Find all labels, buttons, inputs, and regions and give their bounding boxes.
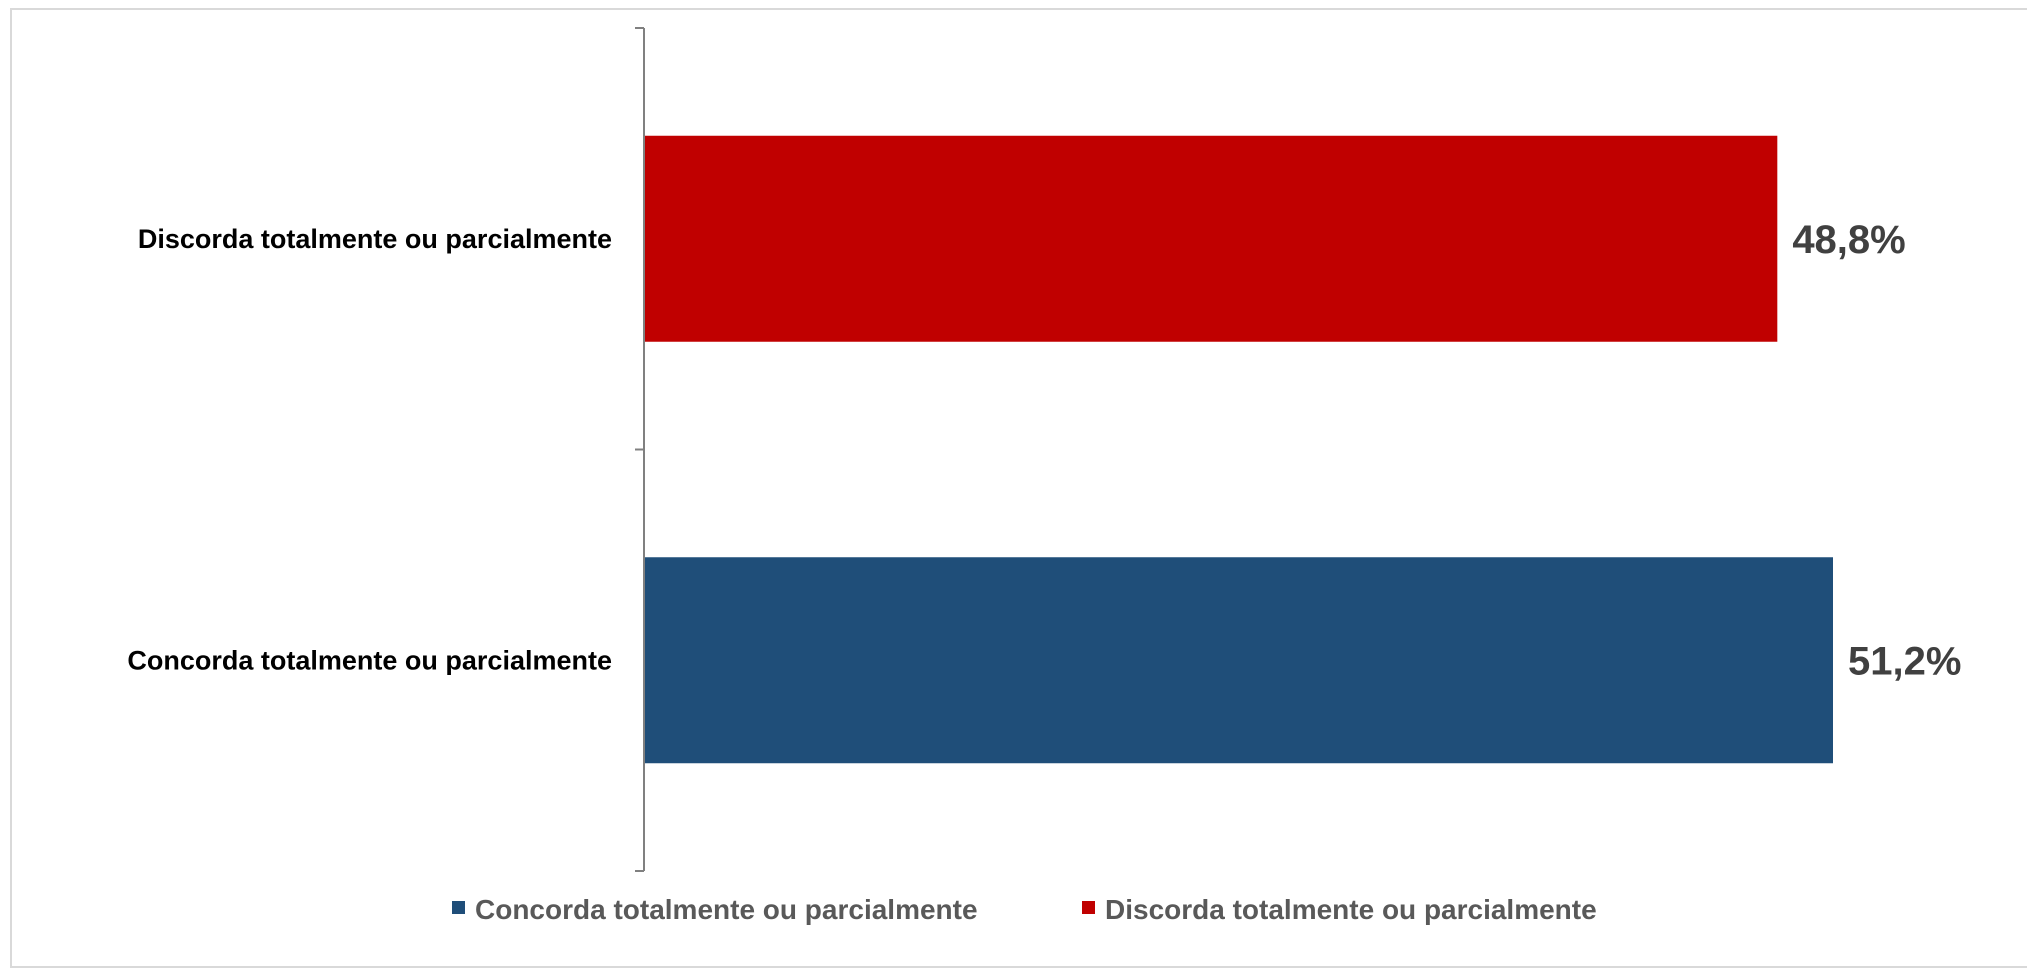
data-label: 48,8% — [1792, 218, 1905, 262]
bar-chart: Concorda totalmente ou parcialmente 51,2%… — [127, 27, 1961, 925]
legend-label: Discorda totalmente ou parcialmente — [1105, 894, 1597, 925]
bar-discorda — [645, 135, 1778, 342]
category-label: Discorda totalmente ou parcialmente — [138, 224, 612, 254]
legend-label: Concorda totalmente ou parcialmente — [475, 894, 978, 925]
category-label: Concorda totalmente ou parcialmente — [127, 645, 612, 675]
data-label: 51,2% — [1848, 639, 1961, 683]
bar-concorda — [645, 557, 1833, 764]
legend-swatch — [1082, 901, 1095, 914]
legend-swatch — [452, 901, 465, 914]
